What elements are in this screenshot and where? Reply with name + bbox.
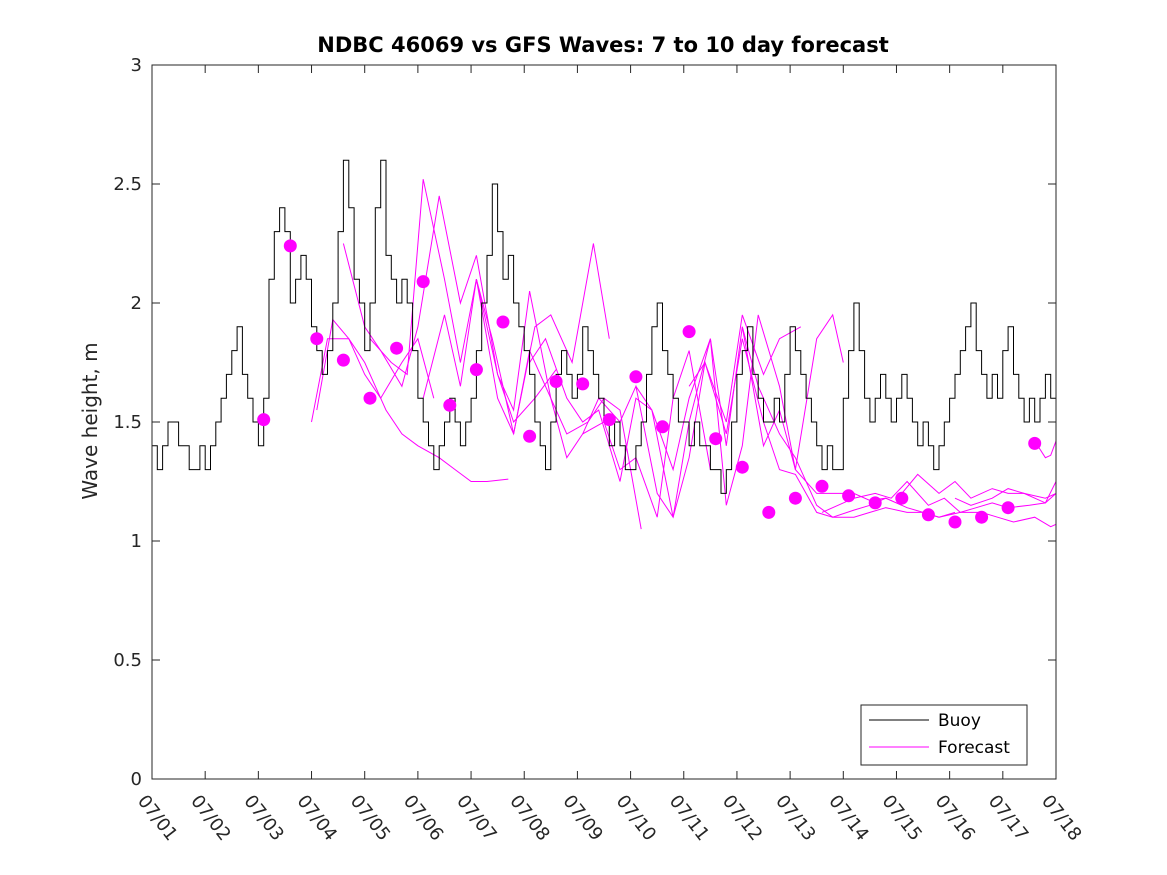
y-tick-label: 1.5 <box>113 412 142 433</box>
forecast-marker <box>443 398 457 412</box>
data-layer <box>152 159 1056 530</box>
y-tick-label: 3 <box>131 55 142 76</box>
forecast-marker <box>283 239 297 253</box>
forecast-line-2 <box>316 318 509 482</box>
forecast-marker <box>416 275 430 289</box>
forecast-line-4 <box>369 179 610 436</box>
forecast-marker <box>656 420 669 434</box>
forecast-marker <box>709 432 723 446</box>
y-tick-label: 2.5 <box>113 174 142 195</box>
y-tick-label: 0.5 <box>113 650 142 671</box>
y-tick-label: 2 <box>131 293 142 314</box>
forecast-marker <box>257 413 271 427</box>
forecast-marker <box>868 496 882 510</box>
forecast-line-13 <box>901 473 1056 499</box>
forecast-marker <box>762 505 776 519</box>
forecast-marker <box>842 489 856 503</box>
forecast-marker <box>523 429 537 443</box>
forecast-line-1 <box>311 337 435 423</box>
forecast-line-6 <box>475 279 711 518</box>
forecast-marker <box>921 508 935 522</box>
forecast-marker <box>602 413 616 427</box>
legend: Buoy Forecast <box>860 704 1028 766</box>
forecast-line-12 <box>821 480 1056 528</box>
forecast-line-10 <box>688 338 956 518</box>
forecast-marker <box>735 460 749 474</box>
forecast-line-8 <box>582 313 844 519</box>
forecast-line-9 <box>635 326 903 506</box>
forecast-marker <box>549 375 563 388</box>
forecast-line-15 <box>1034 440 1056 459</box>
forecast-marker <box>815 479 829 493</box>
forecast-marker <box>1001 501 1015 515</box>
forecast-line-14 <box>954 481 1056 506</box>
forecast-marker <box>629 370 643 384</box>
legend-buoy-label: Buoy <box>938 711 981 731</box>
forecast-marker <box>576 377 590 391</box>
forecast-marker <box>336 353 350 367</box>
legend-forecast-label: Forecast <box>938 738 1010 758</box>
y-axis-label: Wave height, m <box>78 342 102 499</box>
forecast-marker <box>1028 436 1042 450</box>
forecast-marker <box>363 391 377 405</box>
y-tick-label: 0 <box>131 769 142 790</box>
forecast-marker <box>682 325 696 339</box>
forecast-marker <box>469 363 483 377</box>
forecast-marker <box>948 515 962 529</box>
forecast-marker <box>496 315 510 329</box>
y-tick-label: 1 <box>131 531 142 552</box>
forecast-marker <box>390 341 404 355</box>
forecast-marker <box>975 510 989 524</box>
forecast-marker <box>310 332 324 346</box>
forecast-marker <box>788 491 802 505</box>
chart-title: NDBC 46069 vs GFS Waves: 7 to 10 day for… <box>317 33 888 57</box>
legend-box <box>860 704 1028 766</box>
forecast-marker <box>895 491 909 505</box>
